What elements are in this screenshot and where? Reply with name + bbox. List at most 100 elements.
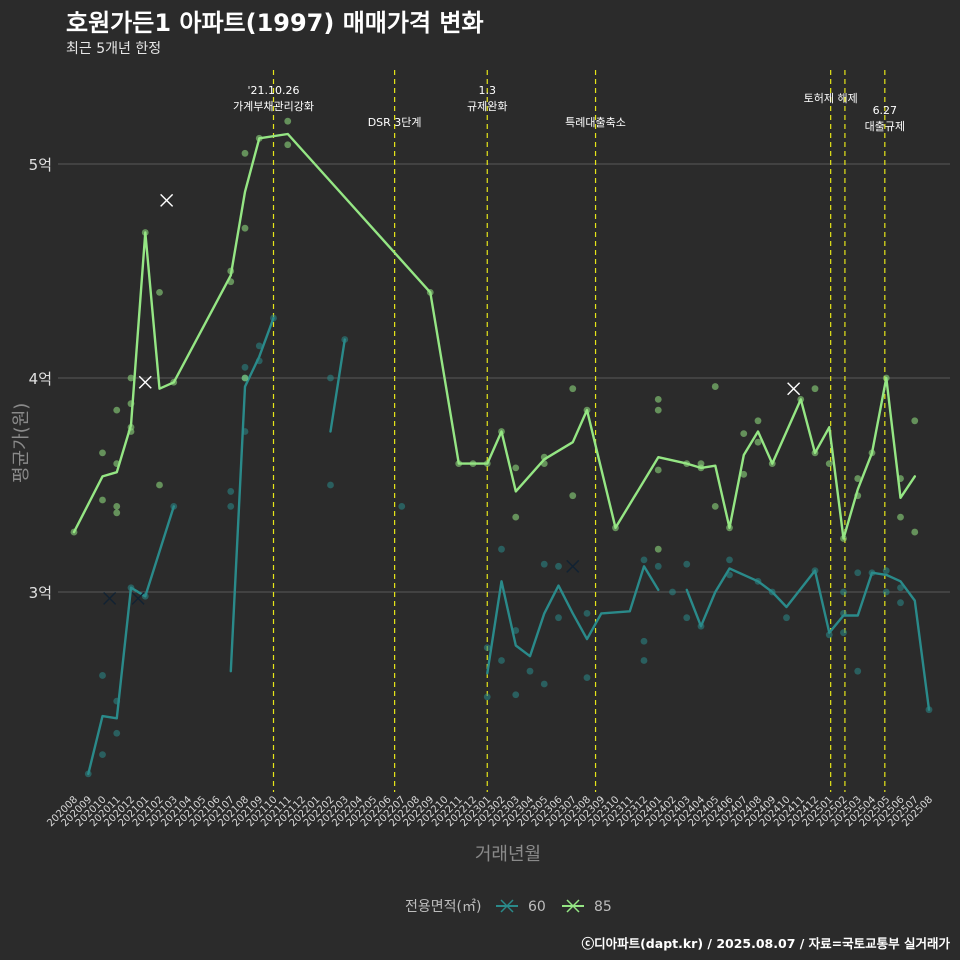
data-point-85	[99, 496, 106, 504]
data-point-60	[583, 610, 591, 617]
cross-marker-60	[103, 591, 117, 605]
legend-cross	[566, 899, 580, 913]
cross-marker-60	[566, 559, 580, 573]
data-point-60	[113, 697, 121, 705]
data-point-60	[398, 503, 406, 510]
cross-marker-stroke	[787, 382, 801, 396]
event-label: 가계부채관리강화	[233, 100, 314, 113]
event-label: 6.27	[873, 104, 898, 117]
data-point-60	[512, 627, 520, 634]
data-point-60	[512, 691, 520, 699]
data-point-60	[640, 657, 648, 664]
data-point-85	[512, 513, 520, 521]
legend-cross	[500, 899, 514, 913]
data-point-85	[654, 466, 662, 474]
data-point-60	[227, 488, 235, 495]
data-point-60	[882, 588, 890, 596]
data-point-85	[284, 117, 292, 125]
data-point-60	[783, 614, 790, 622]
data-point-85	[811, 449, 819, 457]
series-85	[70, 117, 919, 553]
data-point-85	[241, 374, 249, 382]
data-point-85	[284, 141, 292, 149]
data-point-85	[711, 503, 719, 510]
data-point-85	[797, 396, 805, 403]
data-point-60	[583, 674, 591, 681]
data-point-85	[227, 278, 235, 286]
data-point-85	[882, 374, 890, 382]
data-point-60	[99, 751, 106, 759]
data-point-85	[141, 229, 149, 236]
cross-marker-stroke	[138, 375, 152, 389]
y-tick-label: 3억	[29, 584, 52, 602]
cross-marker-85	[160, 193, 174, 207]
data-point-85	[483, 460, 491, 467]
legend: 전용면적(㎡) 60 85	[405, 899, 612, 915]
series-line-60	[87, 505, 175, 776]
chart-title: 호원가든1 아파트(1997) 매매가격 변화	[66, 9, 484, 37]
data-point-85	[241, 224, 249, 232]
data-point-85	[911, 417, 919, 425]
data-point-60	[113, 729, 121, 737]
data-point-60	[854, 569, 862, 577]
data-point-60	[640, 556, 648, 564]
data-point-85	[241, 149, 249, 157]
y-tick-label: 4억	[29, 370, 52, 388]
event-label: 1.3	[479, 84, 497, 97]
data-point-85	[498, 428, 505, 435]
cross-marker-stroke	[566, 559, 580, 573]
data-point-85	[825, 460, 833, 467]
data-point-60	[555, 614, 562, 622]
data-point-85	[127, 400, 135, 408]
data-point-60	[840, 629, 847, 637]
data-point-60	[498, 545, 505, 553]
legend-title: 전용면적(㎡)	[405, 899, 481, 915]
data-point-85	[156, 289, 163, 296]
data-point-85	[512, 464, 520, 472]
series-line-85	[72, 132, 916, 540]
data-point-85	[854, 492, 862, 500]
data-point-60	[270, 314, 277, 322]
data-point-85	[897, 475, 904, 482]
data-point-60	[141, 592, 149, 600]
data-point-60	[726, 571, 733, 579]
data-point-85	[540, 460, 548, 467]
data-point-60	[840, 588, 847, 596]
data-point-85	[897, 513, 904, 521]
data-point-60	[555, 562, 562, 570]
data-point-85	[740, 430, 748, 438]
data-point-85	[612, 524, 619, 532]
chart-subtitle: 최근 5개년 한정	[66, 41, 162, 57]
data-point-85	[99, 449, 106, 457]
data-point-60	[654, 562, 662, 570]
data-point-85	[654, 545, 662, 553]
cross-marker-stroke	[160, 193, 174, 207]
data-point-60	[241, 363, 249, 371]
data-point-60	[726, 556, 733, 564]
data-point-85	[469, 460, 477, 467]
data-point-85	[569, 385, 577, 393]
data-point-85	[455, 460, 463, 467]
data-point-85	[697, 460, 705, 467]
data-point-60	[327, 481, 334, 489]
data-point-60	[84, 770, 92, 778]
data-point-60	[483, 644, 491, 652]
series-line-60	[486, 565, 660, 675]
data-point-60	[327, 374, 334, 382]
series-line-60	[329, 338, 346, 433]
data-point-85	[426, 289, 434, 296]
data-point-60	[483, 693, 491, 701]
data-point-85	[113, 406, 121, 414]
data-point-85	[768, 460, 776, 467]
data-point-60	[99, 672, 106, 679]
event-label: 토허제 해제	[804, 91, 858, 105]
data-point-60	[825, 631, 833, 639]
data-point-85	[868, 449, 876, 457]
data-point-85	[711, 383, 719, 390]
data-point-60	[341, 336, 349, 343]
data-point-85	[127, 423, 135, 431]
x-tick-layer: 2020082020092020102020112020122021012021…	[45, 794, 935, 829]
series-line-60	[685, 567, 931, 711]
data-point-60	[897, 599, 904, 607]
